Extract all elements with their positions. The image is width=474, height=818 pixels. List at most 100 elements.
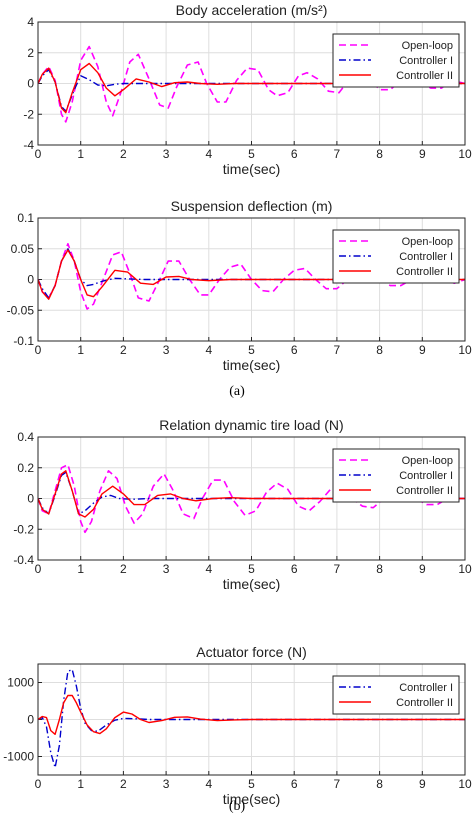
x-tick-label: 2 [120, 343, 127, 357]
y-tick-label: 0.4 [17, 430, 34, 444]
x-tick-label: 2 [120, 777, 127, 791]
y-tick-label: 0.05 [11, 242, 35, 256]
y-tick-label: -1000 [3, 750, 34, 764]
axes-frame [37, 21, 466, 146]
legend-entry-label: Controller I [399, 682, 453, 694]
x-tick-label: 9 [419, 562, 426, 576]
x-tick-label: 9 [419, 343, 426, 357]
subfigure-caption-b: (b) [228, 799, 246, 814]
chart-1: 0 1 2 3 4 5 6 7 8 9 10 -4 -2 0 2 4 Body acceleration (m/… [23, 2, 472, 177]
y-tick-label: -0.4 [13, 553, 34, 567]
x-tick-label: 1 [77, 343, 84, 357]
x-tick-label: 1 [77, 777, 84, 791]
chart-title: Suspension deflection (m) [171, 198, 333, 214]
legend-box [332, 675, 460, 715]
x-tick-label: 6 [291, 562, 298, 576]
legend-entry-label: Controller I [399, 470, 453, 482]
x-tick-label: 2 [120, 562, 127, 576]
series-line-open-loop [38, 463, 465, 534]
x-tick-label: 8 [376, 343, 383, 357]
x-tick-label: 4 [205, 343, 212, 357]
x-tick-label: 4 [205, 562, 212, 576]
x-axis-label: time(sec) [223, 357, 281, 373]
y-tick-label: -2 [23, 107, 34, 121]
x-tick-label: 6 [291, 147, 298, 161]
x-axis-label: time(sec) [223, 576, 281, 592]
chart-title: Actuator force (N) [196, 644, 306, 660]
x-tick-label: 7 [334, 777, 341, 791]
axes-frame [37, 217, 466, 342]
legend-entry-label: Controller I [399, 251, 453, 263]
x-tick-label: 5 [248, 562, 255, 576]
x-tick-label: 1 [77, 562, 84, 576]
legend-entry-label: Controller II [396, 697, 453, 709]
series-line-controller-ii [38, 249, 465, 300]
x-tick-label: 8 [376, 562, 383, 576]
y-tick-label: -0.2 [13, 522, 34, 536]
x-tick-label: 9 [419, 147, 426, 161]
x-tick-label: 0 [35, 147, 42, 161]
series-line-controller-ii [38, 694, 465, 735]
x-tick-label: 5 [248, 147, 255, 161]
y-tick-label: 1000 [7, 676, 34, 690]
x-tick-label: 4 [205, 777, 212, 791]
x-tick-label: 7 [334, 562, 341, 576]
x-tick-label: 5 [248, 343, 255, 357]
legend-entry-label: Controller I [399, 55, 453, 67]
y-tick-label: 4 [27, 15, 34, 29]
chart-3: 0 1 2 3 4 5 6 7 8 9 10 -0.4 -0.2 0 0.2 0.4 Relation dyna… [13, 417, 472, 592]
x-tick-label: 0 [35, 777, 42, 791]
y-tick-label: 0 [27, 77, 34, 91]
series-line-controller-ii [38, 470, 465, 518]
legend-entry-label: Open-loop [402, 40, 453, 52]
y-tick-label: 0.1 [17, 211, 34, 225]
axes-frame [37, 436, 466, 561]
x-tick-label: 10 [458, 777, 472, 791]
x-tick-label: 7 [334, 147, 341, 161]
y-tick-label: 0 [27, 713, 34, 727]
x-tick-label: 0 [35, 562, 42, 576]
x-tick-label: 6 [291, 343, 298, 357]
legend: Open-loop Controller I Controller II [332, 448, 460, 503]
x-tick-label: 1 [77, 147, 84, 161]
x-tick-label: 3 [163, 777, 170, 791]
axes-frame [37, 663, 466, 776]
legend-entry-label: Controller II [396, 485, 453, 497]
series-line-controller-ii [38, 62, 465, 114]
x-tick-label: 10 [458, 147, 472, 161]
x-tick-label: 9 [419, 777, 426, 791]
legend: Open-loop Controller I Controller II [332, 33, 460, 88]
x-tick-label: 3 [163, 147, 170, 161]
x-tick-label: 6 [291, 777, 298, 791]
y-tick-label: 0 [27, 273, 34, 287]
legend-entry-label: Open-loop [402, 236, 453, 248]
x-tick-label: 0 [35, 343, 42, 357]
x-tick-label: 5 [248, 777, 255, 791]
y-tick-label: -4 [23, 138, 34, 152]
y-tick-label: 0 [27, 492, 34, 506]
legend: Open-loop Controller I Controller II [332, 229, 460, 284]
legend: Controller I Controller II [332, 675, 460, 715]
legend-entry-label: Controller II [396, 70, 453, 82]
x-tick-label: 10 [458, 343, 472, 357]
x-tick-label: 7 [334, 343, 341, 357]
y-tick-label: 2 [27, 46, 34, 60]
legend-entry-label: Open-loop [402, 455, 453, 467]
y-tick-label: -0.1 [13, 334, 34, 348]
x-tick-label: 8 [376, 147, 383, 161]
y-tick-label: 0.2 [17, 461, 34, 475]
x-tick-label: 4 [205, 147, 212, 161]
x-axis-label: time(sec) [223, 161, 281, 177]
chart-2: 0 1 2 3 4 5 6 7 8 9 10 -0.1 -0.05 0 0.05 0.1 Suspension … [7, 198, 472, 373]
x-tick-label: 3 [163, 562, 170, 576]
y-tick-label: -0.05 [7, 303, 35, 317]
x-tick-label: 10 [458, 562, 472, 576]
chart-title: Body acceleration (m/s²) [176, 2, 328, 18]
x-tick-label: 3 [163, 343, 170, 357]
series-line-open-loop [38, 45, 465, 123]
chart-title: Relation dynamic tire load (N) [159, 417, 343, 433]
subfigure-caption-a: (a) [229, 384, 245, 399]
x-axis-label: time(sec) [223, 791, 281, 807]
